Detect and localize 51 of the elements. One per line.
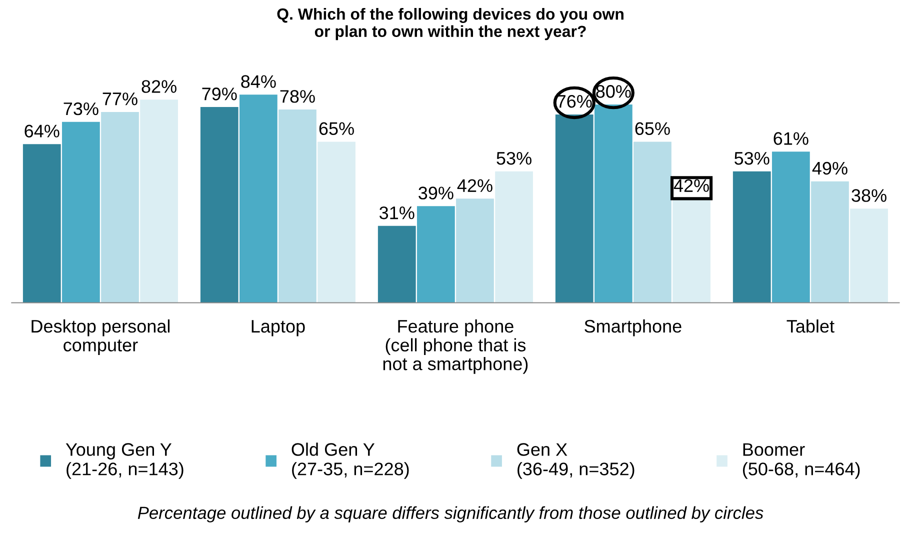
data-label: 42% [457,179,492,192]
x-tick-label: Laptop [252,320,305,336]
data-label: 64% [24,124,60,138]
data-label: 38% [852,189,886,202]
x-tick-label: Tablet [786,319,834,333]
bar [278,109,316,303]
x-tick-label: Desktop personal computer [32,319,170,356]
text: Percentage outlined by a square differs significantly from those outlined by circles [138,506,764,522]
data-label: 61% [774,132,808,145]
data-label: 80% [596,85,631,98]
bar [378,226,416,303]
bar [495,171,533,303]
data-label: 49% [812,162,848,175]
bar [140,100,178,303]
legend-label: Young Gen Y (21-26, n=143) [66,443,184,479]
data-label: 76% [557,94,592,108]
bar [850,208,888,303]
data-label: 42% [674,179,709,192]
bar [456,198,494,303]
bar [672,198,710,303]
bar [22,144,61,303]
bar [594,104,632,303]
legend-label: Old Gen Y (27-35, n=228) [292,442,409,479]
bar [318,142,356,303]
bar [416,206,455,303]
x-tick-label: Feature phone (cell phone that is not a smartphone) [383,319,528,374]
legend-label: Gen X (36-49, n=352) [517,443,634,479]
bar [101,112,139,303]
data-label: 31% [380,206,414,220]
data-label: 82% [142,80,176,93]
bar [772,152,810,303]
data-label: 77% [102,92,138,106]
bar [732,171,771,303]
bar [239,94,278,303]
data-label: 53% [734,152,770,165]
bar [555,114,594,303]
bar [634,142,672,303]
data-label: 73% [64,102,98,116]
x-tick-label: Smartphone [584,319,682,336]
bar [200,107,238,303]
data-label: 65% [319,122,354,136]
data-label: 65% [635,122,670,136]
data-label: 79% [202,88,237,100]
data-label: 78% [280,90,315,103]
legend-label: Boomer (50-68, n=464) [742,443,860,479]
data-label: 39% [418,186,454,200]
data-label: 84% [241,75,276,88]
bar [811,181,849,303]
data-label: 53% [496,152,532,165]
chart-title: Q. Which of the following devices do you own or plan to own within the next year? [277,8,624,40]
bar [62,122,100,303]
